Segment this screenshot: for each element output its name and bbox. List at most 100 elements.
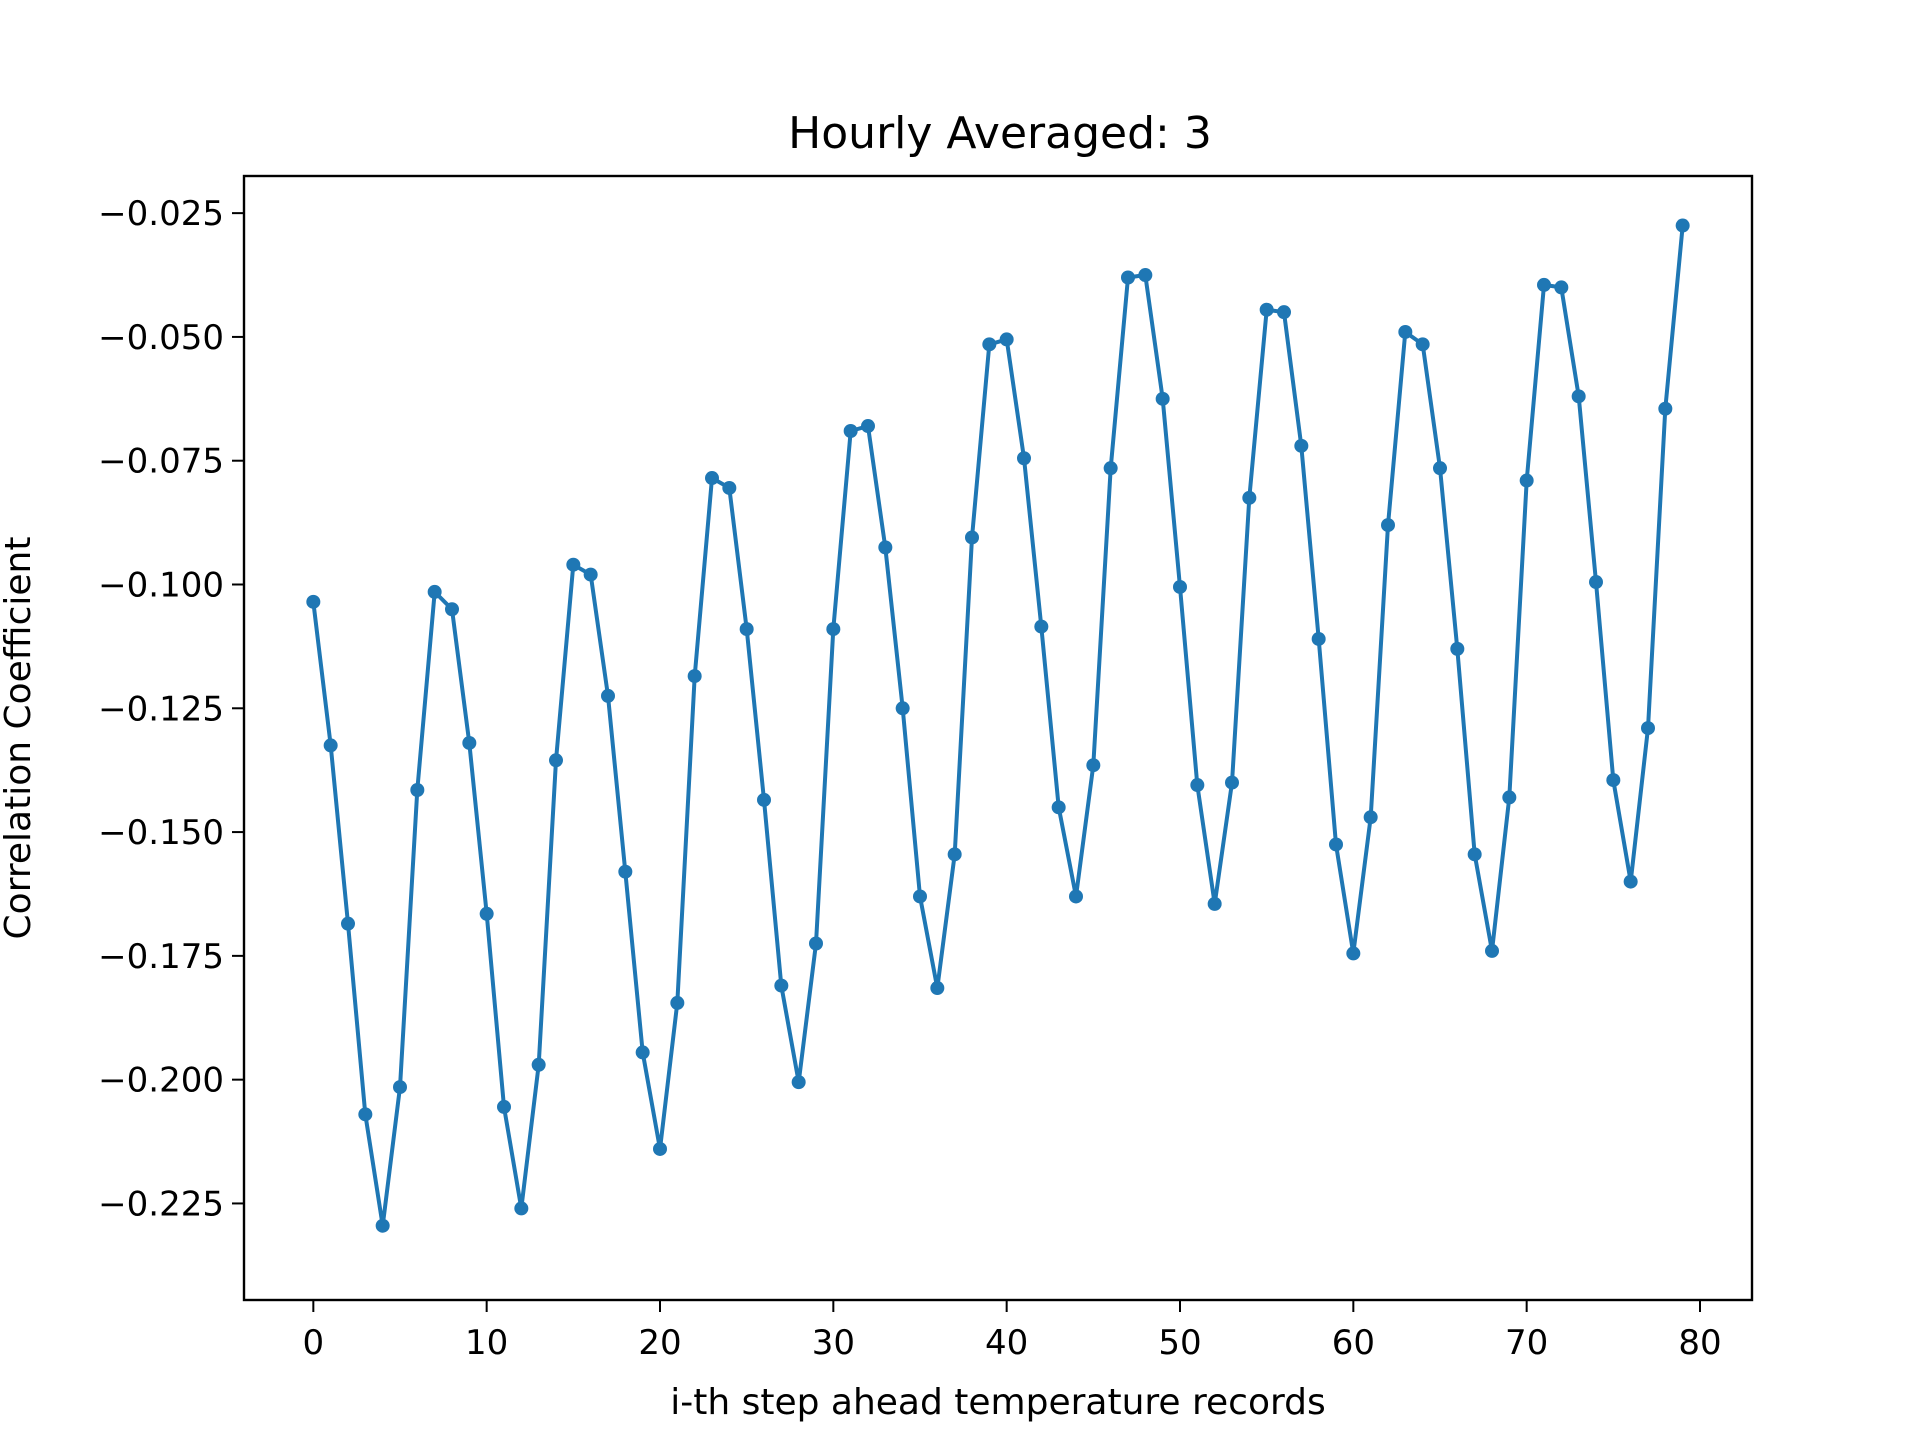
- data-point: [1225, 775, 1239, 790]
- data-point: [1051, 800, 1066, 815]
- x-tick-label: 60: [1332, 1323, 1375, 1363]
- data-point: [427, 584, 442, 599]
- data-point: [1554, 280, 1569, 295]
- data-point: [670, 995, 685, 1010]
- x-tick-label: 80: [1678, 1323, 1721, 1363]
- data-point: [1537, 277, 1551, 292]
- x-tick-label: 20: [638, 1323, 681, 1363]
- data-point: [497, 1099, 511, 1114]
- data-point: [583, 567, 598, 582]
- data-point: [410, 782, 425, 797]
- data-point: [1467, 847, 1482, 862]
- data-point: [1329, 837, 1343, 852]
- data-point: [895, 701, 910, 716]
- x-tick-label: 50: [1158, 1323, 1201, 1363]
- series-line: [311, 225, 1685, 1228]
- data-point: [1433, 461, 1447, 476]
- y-tick-label: −0.225: [98, 1184, 224, 1224]
- y-tick-label: −0.125: [98, 689, 224, 729]
- data-point: [1294, 438, 1309, 453]
- data-point: [1034, 619, 1049, 634]
- data-point: [514, 1201, 529, 1216]
- data-point: [1103, 461, 1118, 476]
- data-point: [1017, 451, 1031, 466]
- data-point: [809, 936, 823, 951]
- y-tick-label: −0.100: [98, 566, 224, 606]
- data-point: [1190, 778, 1205, 793]
- data-point: [1259, 302, 1274, 317]
- data-point: [930, 981, 945, 996]
- data-point: [722, 480, 737, 495]
- y-axis-label: Correlation Coefficient: [0, 537, 39, 940]
- data-point: [653, 1141, 667, 1156]
- data-point: [635, 1045, 650, 1060]
- y-axis: −0.025 −0.050 −0.075 −0.100 −0.125 −0.150 −0.1…: [98, 194, 244, 1224]
- y-tick-label: −0.200: [98, 1061, 224, 1101]
- data-point: [826, 622, 841, 637]
- data-point: [791, 1075, 806, 1090]
- y-tick-label: −0.150: [98, 813, 224, 853]
- x-tick-label: 10: [465, 1323, 508, 1363]
- data-point: [739, 622, 754, 637]
- data-point: [1207, 896, 1222, 911]
- data-point: [913, 889, 927, 904]
- data-point: [1381, 518, 1395, 533]
- data-point: [1571, 389, 1586, 404]
- data-point: [1641, 721, 1655, 736]
- data-point: [1311, 631, 1326, 646]
- data-point: [1121, 270, 1135, 285]
- data-point: [999, 332, 1014, 347]
- data-point: [843, 424, 858, 439]
- data-point: [1485, 943, 1499, 958]
- data-point: [861, 419, 875, 434]
- y-tick-label: −0.025: [98, 194, 224, 234]
- data-point: [878, 540, 893, 555]
- data-point: [1415, 337, 1430, 352]
- data-point: [1363, 810, 1378, 825]
- data-point: [757, 792, 771, 807]
- data-point: [1675, 218, 1690, 233]
- data-point: [1346, 946, 1361, 961]
- data-point: [1519, 473, 1534, 488]
- x-axis: 0 10 20 30 40 50 60 70 80: [303, 1300, 1722, 1363]
- data-point: [462, 735, 477, 750]
- data-point: [1138, 268, 1153, 283]
- data-point: [566, 557, 581, 572]
- data-point: [1277, 305, 1291, 320]
- data-point: [549, 753, 563, 768]
- data-point: [306, 594, 321, 609]
- plot-area: [306, 218, 1690, 1233]
- data-point: [1155, 391, 1170, 406]
- data-point: [531, 1057, 546, 1072]
- data-point: [1450, 641, 1465, 656]
- y-tick-label: −0.075: [98, 442, 224, 482]
- data-point: [1069, 889, 1083, 904]
- y-tick-label: −0.050: [98, 318, 224, 358]
- data-point: [323, 738, 338, 753]
- data-point: [601, 688, 615, 703]
- data-point: [1606, 773, 1621, 788]
- data-point: [445, 602, 459, 617]
- x-tick-label: 70: [1505, 1323, 1548, 1363]
- data-point: [705, 471, 719, 486]
- data-point: [774, 978, 789, 993]
- data-point: [393, 1080, 407, 1095]
- data-point: [479, 906, 494, 921]
- data-point: [1589, 575, 1603, 590]
- x-tick-label: 30: [812, 1323, 855, 1363]
- chart-title: Hourly Averaged: 3: [788, 108, 1212, 159]
- data-point: [341, 916, 355, 931]
- data-point: [618, 864, 633, 879]
- data-point: [1242, 490, 1257, 505]
- data-point: [687, 669, 702, 684]
- data-point: [1623, 874, 1638, 889]
- x-axis-label: i-th step ahead temperature records: [670, 1382, 1326, 1423]
- data-point: [1086, 758, 1101, 773]
- data-point: [947, 847, 962, 862]
- data-point: [965, 530, 979, 545]
- x-tick-label: 40: [985, 1323, 1028, 1363]
- data-point: [982, 337, 997, 352]
- data-point: [1658, 401, 1673, 416]
